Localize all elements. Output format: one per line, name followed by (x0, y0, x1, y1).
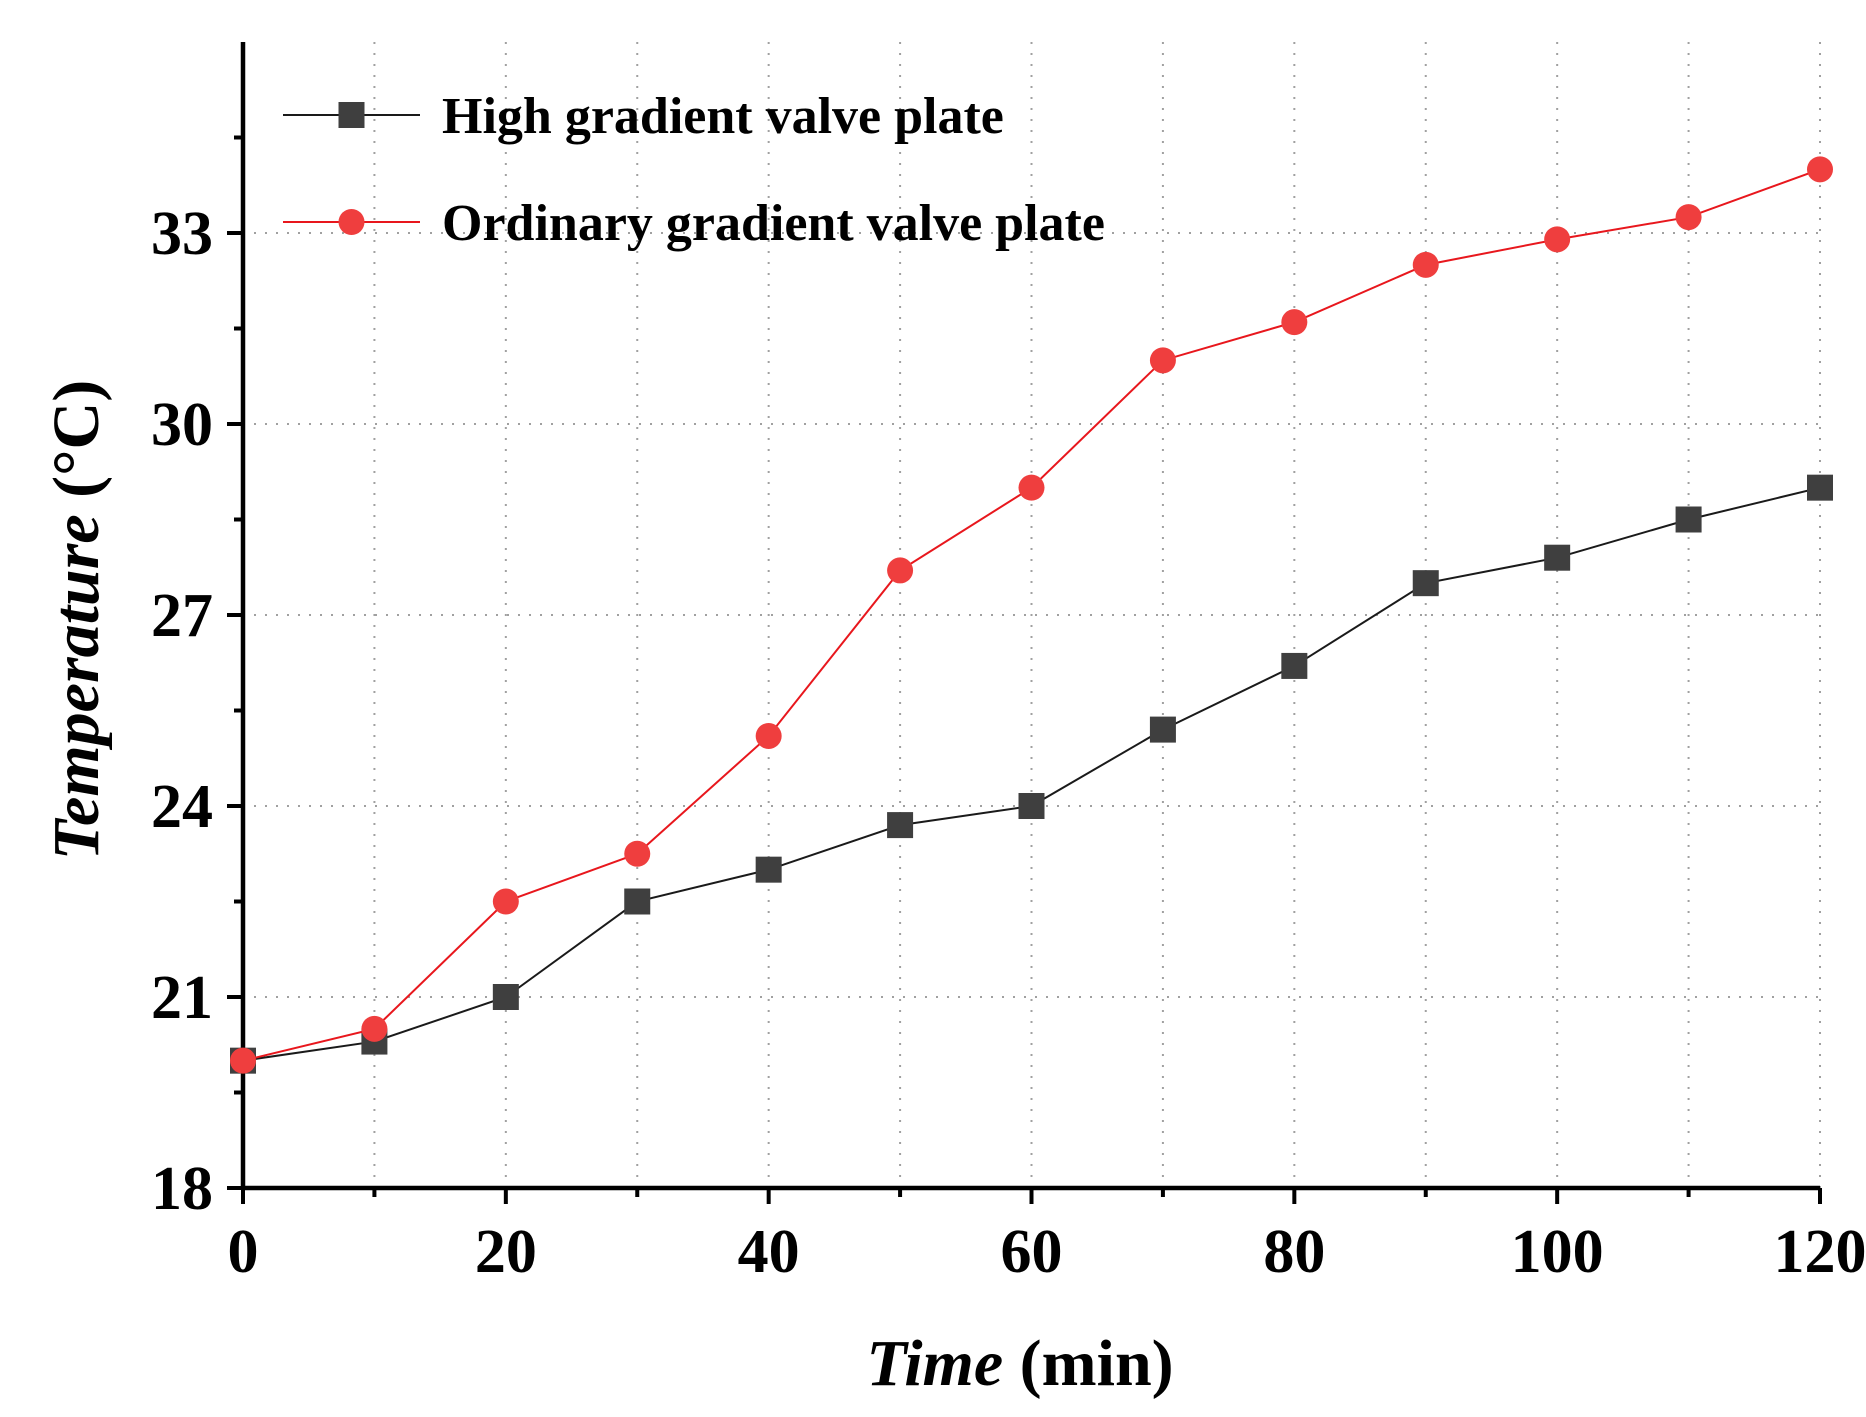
data-point-ordinary-gradient (1544, 226, 1571, 253)
data-point-ordinary-gradient (1281, 309, 1308, 336)
y-tick-label: 24 (151, 773, 213, 841)
data-point-high-gradient (1281, 652, 1308, 679)
data-point-high-gradient (887, 812, 914, 839)
data-point-ordinary-gradient (1149, 347, 1176, 374)
x-tick-label: 60 (1001, 1218, 1063, 1286)
data-point-ordinary-gradient (361, 1015, 388, 1042)
legend-label-ordinary-gradient: Ordinary gradient valve plate (442, 195, 1105, 252)
legend-marker-high-gradient (338, 102, 365, 128)
data-point-high-gradient (1149, 716, 1176, 743)
x-tick-label: 120 (1774, 1218, 1866, 1286)
y-tick-label: 27 (151, 582, 213, 650)
data-point-ordinary-gradient (1412, 251, 1439, 278)
data-point-high-gradient (1675, 506, 1702, 533)
x-tick-label: 100 (1511, 1218, 1604, 1286)
x-axis-title-main: Time (866, 1327, 1003, 1400)
x-axis-title: Time (min) (866, 1327, 1173, 1400)
y-tick-label: 30 (151, 391, 213, 459)
grid (243, 42, 1821, 1188)
data-point-ordinary-gradient (230, 1047, 256, 1074)
series-layer (230, 156, 1833, 1074)
data-point-ordinary-gradient (624, 840, 651, 867)
data-point-high-gradient (492, 984, 519, 1010)
y-axis-title-unit: (°C) (40, 380, 113, 515)
legend-label-high-gradient: High gradient valve plate (442, 88, 1004, 145)
y-tick-label: 18 (151, 1155, 213, 1223)
data-point-high-gradient (1544, 544, 1571, 571)
y-axis-title-main: Temperature (40, 514, 113, 860)
x-tick-label: 0 (228, 1218, 259, 1286)
legend: High gradient valve plate Ordinary gradie… (283, 88, 1105, 252)
x-tick-label: 40 (738, 1218, 800, 1286)
data-point-ordinary-gradient (492, 888, 519, 915)
data-point-high-gradient (1018, 793, 1045, 819)
data-point-ordinary-gradient (755, 722, 782, 749)
data-point-ordinary-gradient (1018, 474, 1045, 501)
data-point-high-gradient (755, 856, 782, 883)
y-tick-label: 21 (151, 964, 213, 1032)
data-point-high-gradient (624, 888, 651, 915)
legend-marker-ordinary-gradient (338, 209, 365, 235)
data-point-ordinary-gradient (1807, 156, 1833, 183)
y-tick-label: 33 (151, 200, 213, 268)
x-axis-title-unit: (min) (1003, 1327, 1173, 1400)
series-line-high-gradient (242, 486, 1821, 1062)
axes: 0 20 40 60 80 100 120 18 21 24 27 30 33 (151, 42, 1866, 1286)
x-tick-label: 20 (475, 1218, 537, 1286)
data-point-high-gradient (1807, 474, 1833, 501)
y-axis-title: Temperature (°C) (40, 380, 113, 860)
data-point-ordinary-gradient (887, 557, 914, 584)
data-point-high-gradient (1412, 570, 1439, 597)
x-tick-label: 80 (1263, 1218, 1325, 1286)
data-point-ordinary-gradient (1675, 204, 1702, 231)
